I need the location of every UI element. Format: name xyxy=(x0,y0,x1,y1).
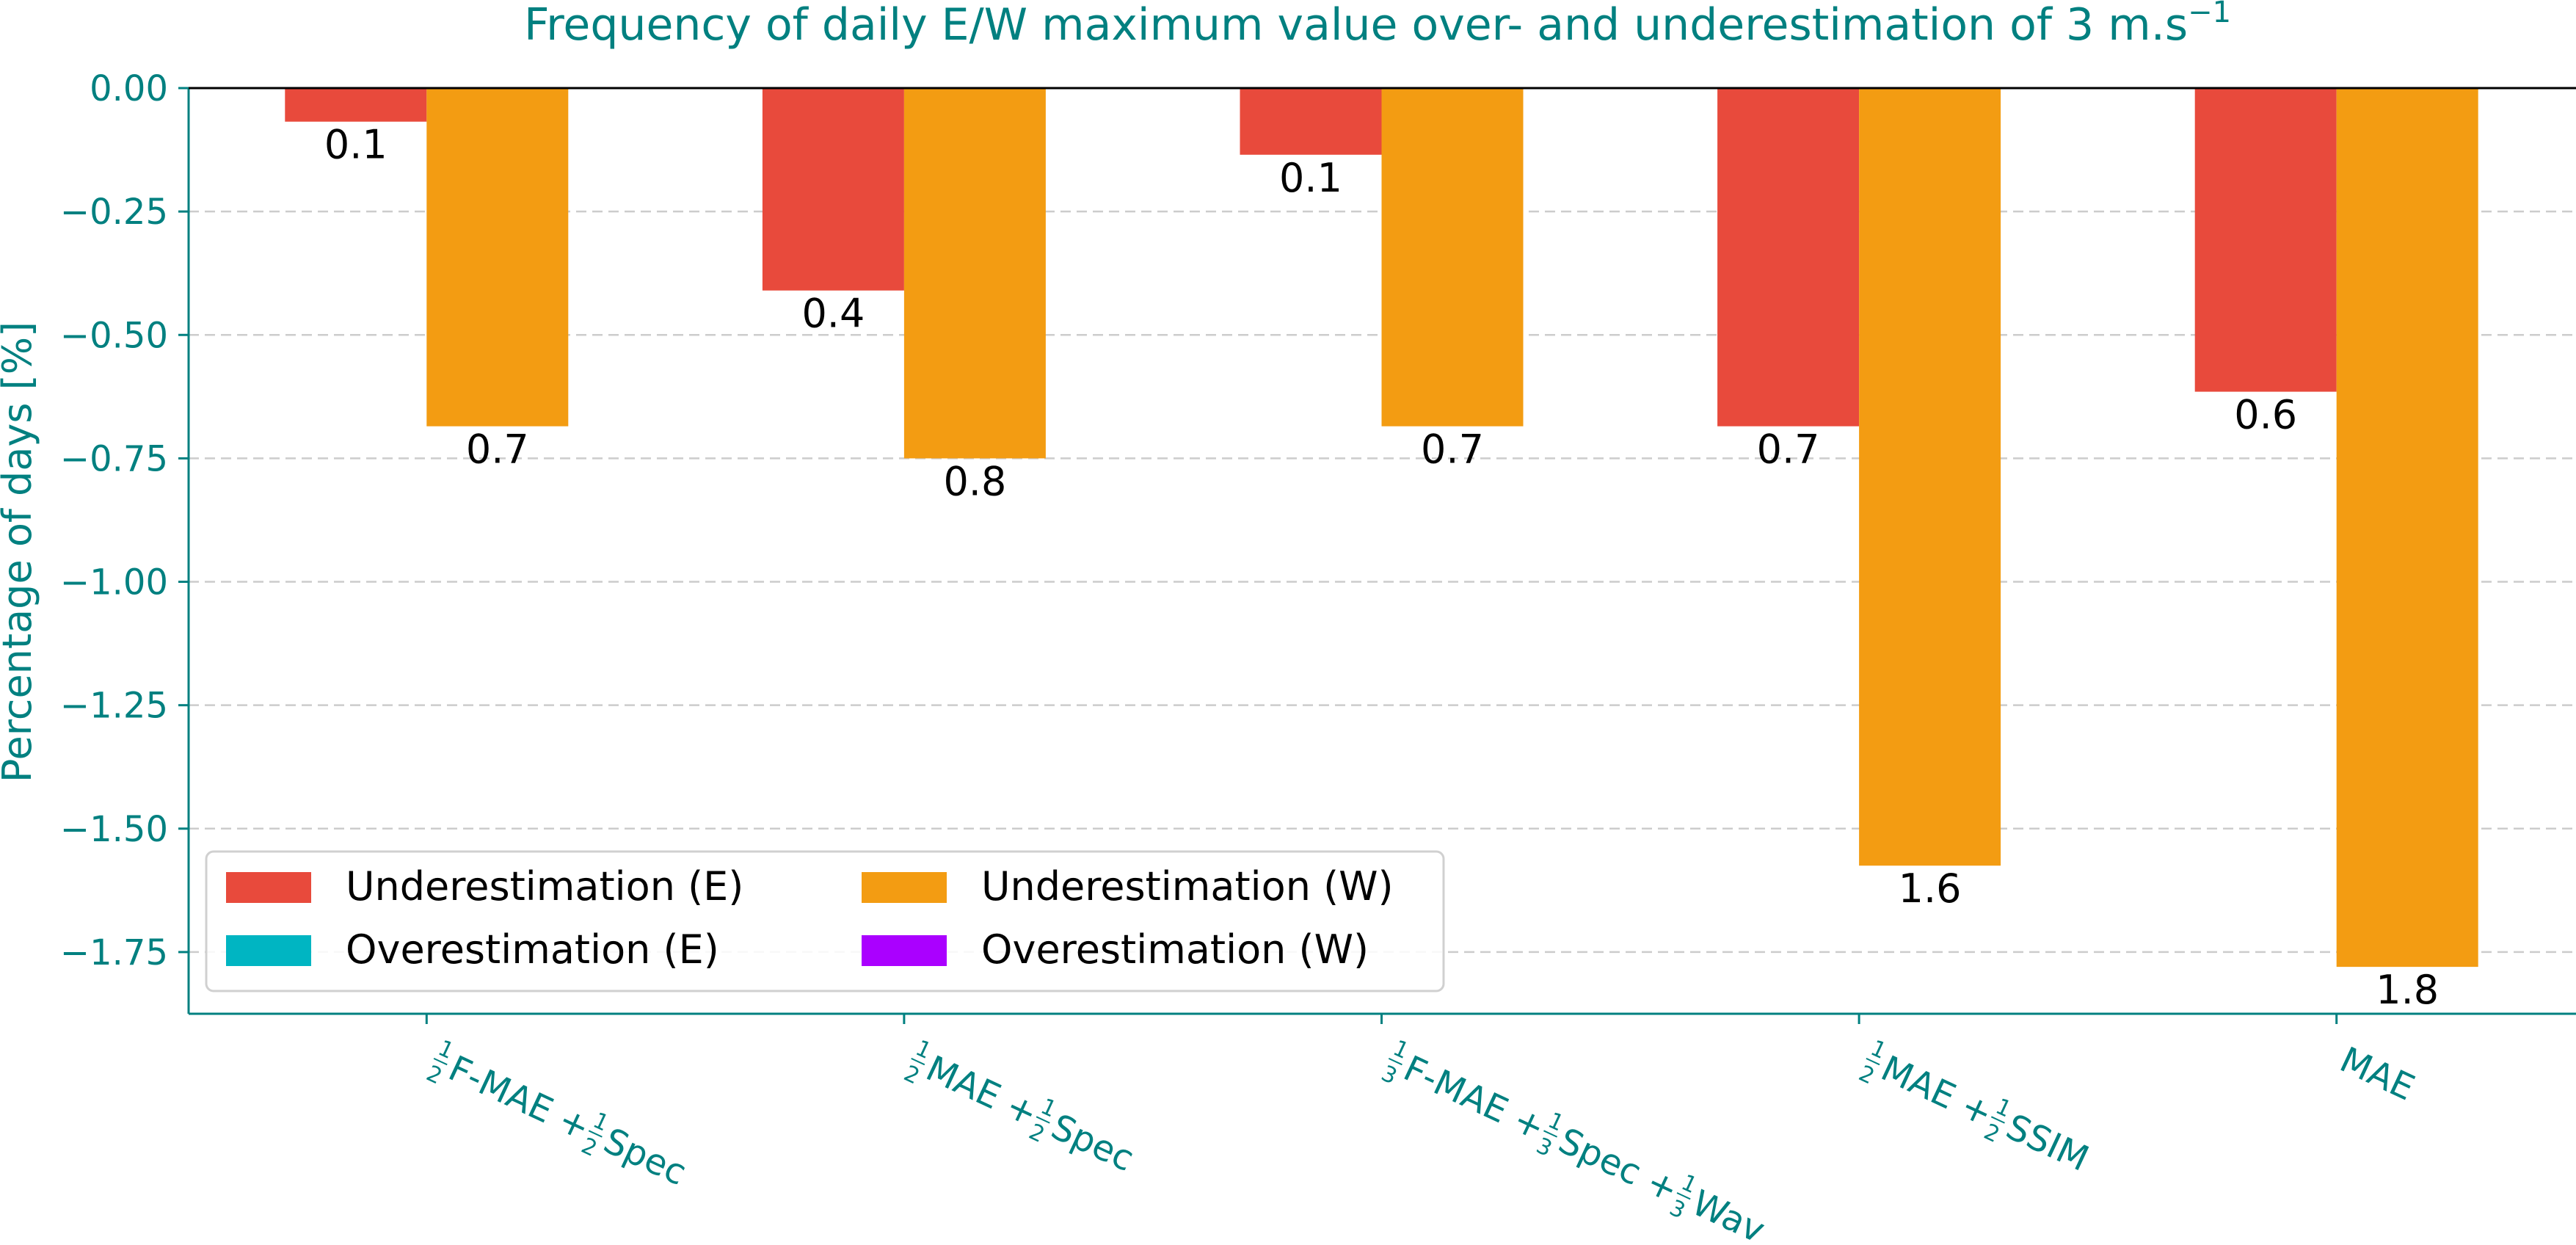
chart-title-superscript: −1 xyxy=(2188,0,2231,29)
legend-label: Underestimation (W) xyxy=(981,863,1394,910)
bar-value-label: 1.6 xyxy=(1899,865,1962,912)
x-tick-label: MAE xyxy=(2334,1039,2420,1109)
x-tick-label-text: F-MAE + xyxy=(443,1048,596,1148)
bar-underestimation-e xyxy=(1717,88,1860,427)
x-tick-label-text: MAE + xyxy=(1875,1048,1999,1134)
legend-swatch xyxy=(862,872,947,903)
x-tick-label-text: MAE xyxy=(2334,1039,2420,1109)
bar-underestimation-e xyxy=(285,88,427,122)
y-axis-label: Percentage of days [%] xyxy=(0,322,40,783)
fraction-bar xyxy=(1036,1116,1050,1124)
y-tick-label: −1.25 xyxy=(60,686,168,727)
legend-swatch xyxy=(226,872,311,903)
fraction-bar xyxy=(911,1057,925,1066)
bar-value-label: 0.7 xyxy=(466,427,529,473)
x-tick-label-text: Spec xyxy=(597,1120,693,1194)
x-tick-label-text: F-MAE + xyxy=(1397,1048,1551,1148)
bar-value-label: 0.8 xyxy=(943,458,1006,504)
grid-layer xyxy=(189,210,2576,954)
fraction-denominator: 3 xyxy=(1378,1061,1401,1090)
x-tick-label-text: MAE + xyxy=(920,1048,1044,1134)
bar-underestimation-w xyxy=(1381,88,1524,427)
fraction-bar xyxy=(1866,1057,1880,1066)
fraction-denominator: 2 xyxy=(422,1061,445,1090)
bar-value-label: 0.1 xyxy=(324,122,388,168)
bar-value-label: 0.1 xyxy=(1279,155,1342,201)
fraction-bar xyxy=(1543,1130,1558,1138)
legend-label: Overestimation (E) xyxy=(346,926,719,973)
x-tick-label-text: Spec xyxy=(1045,1106,1140,1180)
bar-underestimation-w xyxy=(1859,88,2001,866)
bar-value-label: 0.4 xyxy=(801,291,865,337)
x-tick-label-text: Wav xyxy=(1686,1183,1771,1241)
bar-value-label: 0.7 xyxy=(1421,427,1484,473)
y-tick-label: −1.00 xyxy=(60,562,168,603)
y-tick-label: 0.00 xyxy=(90,68,168,109)
bar-underestimation-e xyxy=(2194,88,2337,392)
legend-label: Underestimation (E) xyxy=(346,863,743,910)
legend-box xyxy=(205,850,1445,992)
bars-layer xyxy=(285,88,2478,968)
y-tick-label: −0.25 xyxy=(60,192,168,233)
y-tick-label: −0.75 xyxy=(60,438,168,479)
fraction-bar xyxy=(433,1057,448,1066)
y-tick-label: −1.50 xyxy=(60,809,168,850)
bar-value-label: 0.6 xyxy=(2234,392,2297,438)
fraction-bar xyxy=(588,1130,603,1138)
bar-underestimation-w xyxy=(426,88,569,427)
legend-swatch xyxy=(226,935,311,966)
x-tick-label-text: SSIM xyxy=(2000,1106,2095,1180)
data-labels-layer: 0.1 0.4 0.1 0.7 0.6 0.7 0.8 0.7 1.6 1.8 xyxy=(324,122,2439,1013)
fraction-bar xyxy=(1388,1057,1402,1066)
fraction-denominator: 2 xyxy=(900,1061,923,1090)
legend: Underestimation (E) Overestimation (E) Und… xyxy=(205,850,1445,992)
chart-title-text: Frequency of daily E/W maximum value ove… xyxy=(524,0,2188,51)
chart-title: Frequency of daily E/W maximum value ove… xyxy=(524,0,2231,51)
bar-underestimation-e xyxy=(762,88,904,291)
bar-value-label: 1.8 xyxy=(2376,967,2439,1013)
fraction-bar xyxy=(1990,1116,2005,1124)
x-tick-label-text: Spec + xyxy=(1552,1120,1684,1211)
fraction-bar xyxy=(1676,1192,1691,1200)
y-tick-label: −0.50 xyxy=(60,315,168,356)
bar-value-label: 0.7 xyxy=(1757,427,1820,473)
y-tick-label: −1.75 xyxy=(60,932,168,973)
legend-label: Overestimation (W) xyxy=(981,926,1369,973)
bar-underestimation-w xyxy=(903,88,1046,459)
axes-layer: 0.00 −0.25 −0.50 −0.75 −1.00 −1.25 −1.50 −1.75 xyxy=(60,68,2576,1024)
bar-underestimation-w xyxy=(2336,88,2478,968)
fraction-denominator: 2 xyxy=(1855,1061,1878,1090)
bar-underestimation-e xyxy=(1240,88,1382,155)
legend-swatch xyxy=(862,935,947,966)
